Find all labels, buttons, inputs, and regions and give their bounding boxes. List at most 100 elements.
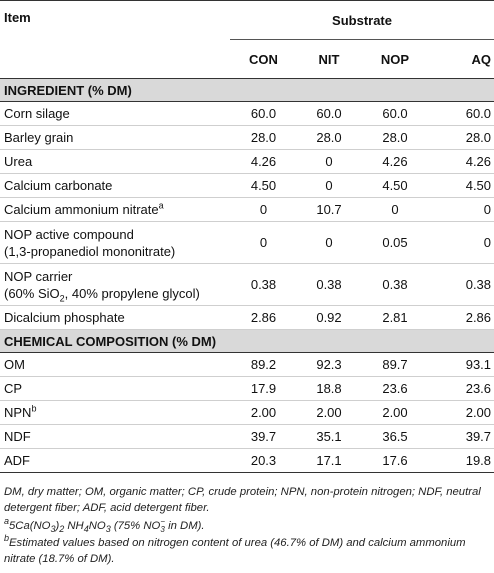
header-row-top: Item Substrate — [0, 0, 494, 79]
footnote-b-text: Estimated values based on nitrogen conte… — [4, 537, 466, 565]
formula-part: ) — [55, 519, 60, 532]
abbreviations-note: DM, dry matter; OM, organic matter; CP, … — [4, 486, 481, 514]
formula-superscript: − — [160, 517, 165, 526]
cell-value: 0 — [230, 221, 297, 264]
section-title: INGREDIENT (% DM) — [0, 78, 494, 102]
column-header-nit: NIT — [297, 39, 361, 79]
item-header: Item — [0, 0, 230, 79]
table-row: Corn silage 60.0 60.0 60.0 60.0 — [0, 101, 494, 126]
footnote-marker-a: a — [158, 200, 164, 211]
row-label-text: Calcium ammonium nitrate — [4, 202, 159, 217]
formula-subscript: 3 — [160, 525, 165, 534]
section-chemical-composition: CHEMICAL COMPOSITION (% DM) — [0, 329, 494, 353]
cell-value: 4.50 — [230, 173, 297, 198]
cell-value: 0.92 — [297, 305, 361, 330]
cell-value: 2.81 — [361, 305, 429, 330]
cell-value: 17.6 — [361, 448, 429, 473]
table-row: OM 89.2 92.3 89.7 93.1 — [0, 352, 494, 377]
table-row: CP 17.9 18.8 23.6 23.6 — [0, 376, 494, 401]
cell-value: 2.86 — [429, 305, 494, 330]
cell-value: 19.8 — [429, 448, 494, 473]
row-label: ADF — [0, 448, 230, 473]
cell-value: 28.0 — [361, 125, 429, 150]
table-footnotes: DM, dry matter; OM, organic matter; CP, … — [0, 473, 494, 567]
table-row: Dicalcium phosphate 2.86 0.92 2.81 2.86 — [0, 305, 494, 330]
table-row: NDF 39.7 35.1 36.5 39.7 — [0, 424, 494, 449]
table-row: Urea 4.26 0 4.26 4.26 — [0, 149, 494, 174]
formula-subscript: 3 — [50, 524, 56, 535]
formula-part: NO — [88, 519, 106, 532]
row-label: NOP active compound (1,3-propanediol mono… — [0, 221, 230, 264]
cell-value: 39.7 — [429, 424, 494, 449]
row-label-text: NOP active compound — [4, 226, 134, 242]
row-label: Calcium ammonium nitratea — [0, 197, 230, 222]
cell-value: 2.00 — [230, 400, 297, 425]
row-label: Barley grain — [0, 125, 230, 150]
table-row: Calcium ammonium nitratea 0 10.7 0 0 — [0, 197, 494, 222]
footnote-b-marker: b — [4, 533, 10, 544]
formula-part: in DM). — [164, 519, 205, 532]
section-title: CHEMICAL COMPOSITION (% DM) — [0, 329, 494, 353]
cell-value: 4.26 — [230, 149, 297, 174]
footnote-marker-b: b — [31, 403, 37, 414]
table-row: Calcium carbonate 4.50 0 4.50 4.50 — [0, 173, 494, 198]
row-label: NDF — [0, 424, 230, 449]
section-ingredient: INGREDIENT (% DM) — [0, 78, 494, 102]
row-label: CP — [0, 376, 230, 401]
cell-value: 17.1 — [297, 448, 361, 473]
row-label: NPNb — [0, 400, 230, 425]
header-row-columns: CON NIT NOP AQ — [0, 39, 494, 79]
cell-value: 0.38 — [230, 263, 297, 306]
subtext-part: (60% SiO — [4, 285, 60, 301]
row-label: Dicalcium phosphate — [0, 305, 230, 330]
cell-value: 0 — [429, 221, 494, 264]
row-label: Calcium carbonate — [0, 173, 230, 198]
cell-value: 28.0 — [230, 125, 297, 150]
formula-part: (75% NO — [110, 519, 161, 532]
formula-supsub: −3 — [160, 518, 165, 534]
subtext-part: , 40% propylene glycol) — [64, 285, 200, 301]
table-row: Barley grain 28.0 28.0 28.0 28.0 — [0, 125, 494, 150]
row-label: OM — [0, 352, 230, 377]
cell-value: 92.3 — [297, 352, 361, 377]
cell-value: 0 — [297, 221, 361, 264]
table-row: NPNb 2.00 2.00 2.00 2.00 — [0, 400, 494, 425]
formula-subscript: 3 — [105, 524, 111, 535]
table-row: NOP carrier (60% SiO2, 40% propylene glyc… — [0, 263, 494, 306]
cell-value: 0.05 — [361, 221, 429, 264]
composition-table: Item Substrate CON NIT NOP AQ INGREDIENT… — [0, 0, 494, 473]
cell-value: 23.6 — [361, 376, 429, 401]
cell-value: 36.5 — [361, 424, 429, 449]
cell-value: 4.26 — [361, 149, 429, 174]
column-header-aq: AQ — [429, 39, 494, 79]
cell-value: 39.7 — [230, 424, 297, 449]
formula-subscript: 4 — [83, 524, 89, 535]
cell-value: 23.6 — [429, 376, 494, 401]
footnote-b: bEstimated values based on nitrogen cont… — [4, 533, 490, 567]
footnote-a-marker: a — [4, 516, 10, 527]
substrate-header-label: Substrate — [332, 12, 392, 28]
cell-value: 4.50 — [361, 173, 429, 198]
cell-value: 60.0 — [297, 101, 361, 126]
cell-value: 17.9 — [230, 376, 297, 401]
cell-value: 93.1 — [429, 352, 494, 377]
cell-value: 2.00 — [297, 400, 361, 425]
row-label: Corn silage — [0, 101, 230, 126]
cell-value: 35.1 — [297, 424, 361, 449]
cell-value: 0 — [297, 173, 361, 198]
cell-value: 0.38 — [297, 263, 361, 306]
cell-value: 0 — [297, 149, 361, 174]
cell-value: 89.7 — [361, 352, 429, 377]
cell-value: 0 — [429, 197, 494, 222]
formula-part: 5Ca(NO — [9, 519, 51, 532]
formula-subscript: 2 — [59, 524, 65, 535]
table-row: NOP active compound (1,3-propanediol mono… — [0, 221, 494, 264]
cell-value: 10.7 — [297, 197, 361, 222]
cell-value: 60.0 — [361, 101, 429, 126]
substrate-header: Substrate — [230, 0, 494, 40]
cell-value: 2.86 — [230, 305, 297, 330]
row-label: NOP carrier (60% SiO2, 40% propylene glyc… — [0, 263, 230, 306]
cell-value: 0 — [361, 197, 429, 222]
cell-value: 0.38 — [429, 263, 494, 306]
table-row: ADF 20.3 17.1 17.6 19.8 — [0, 448, 494, 473]
